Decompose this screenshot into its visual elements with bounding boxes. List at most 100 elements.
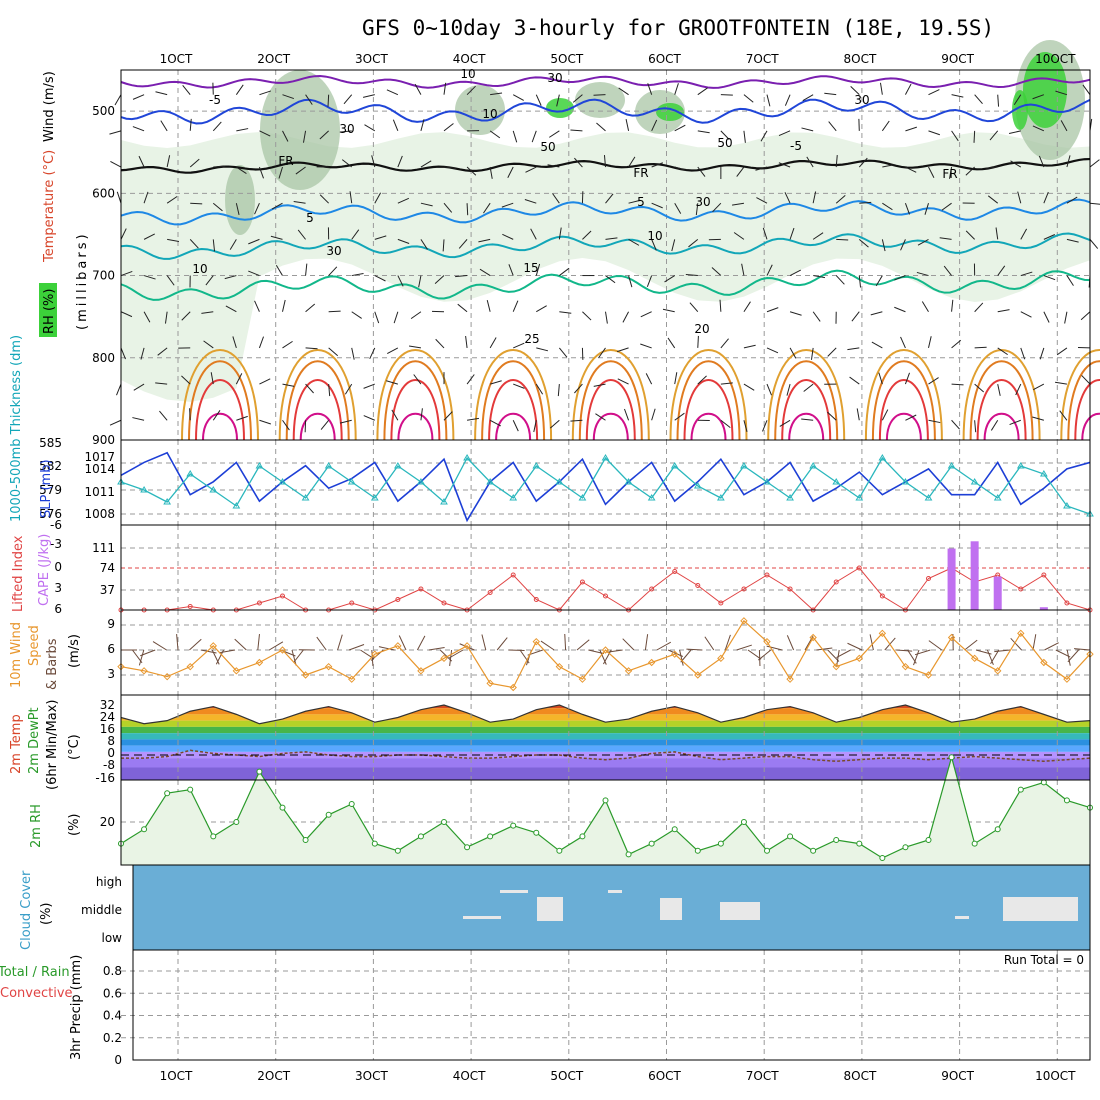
wind-barb <box>928 336 932 349</box>
wind-barb <box>719 299 722 312</box>
wind-barb <box>789 347 797 359</box>
thickness-point <box>740 462 748 469</box>
wind-barb <box>152 641 167 651</box>
wind-label-2: Speed <box>27 625 42 666</box>
cloud-labels: Cloud Cover (%) <box>19 870 54 950</box>
wind-barb <box>166 275 175 286</box>
wind-barb <box>651 239 657 251</box>
lifted-index-point <box>879 593 885 599</box>
cloud-block <box>955 916 969 919</box>
lifted-index-point <box>533 597 539 602</box>
lifted-index-point <box>856 565 862 571</box>
temperature-contour <box>767 349 846 441</box>
precip-tick: 0.8 <box>103 964 122 978</box>
wind-barb <box>1032 634 1037 651</box>
lifted-index-point <box>510 572 516 578</box>
wind-barb <box>762 227 768 240</box>
wind-barb <box>189 118 192 131</box>
wind-speed-point <box>324 662 333 671</box>
wind-barb <box>743 130 746 143</box>
temperature-contour <box>488 379 539 441</box>
wind-barb <box>816 647 833 651</box>
wind-speed-point <box>786 675 794 683</box>
cloud-level-label: high <box>96 875 122 889</box>
wind-barb <box>448 649 464 659</box>
wind-barb <box>914 649 931 656</box>
wind-speed-point <box>763 637 771 646</box>
wind-barb <box>557 384 560 397</box>
lifted-index-point <box>187 604 193 609</box>
rh-point <box>394 847 401 854</box>
wind-speed-point <box>901 662 910 671</box>
wind-barb <box>951 339 962 349</box>
wind-barb <box>743 344 756 349</box>
wind-speed-point <box>371 650 379 658</box>
thickness-point <box>1039 470 1048 477</box>
contour-label: 10 <box>192 262 207 276</box>
wind-barb <box>951 383 964 386</box>
wind-barb <box>316 636 327 651</box>
wind-barb <box>789 269 801 277</box>
wind-barb <box>363 415 375 421</box>
rh-point <box>740 819 747 825</box>
thickness-point <box>716 494 725 501</box>
wind-barb <box>572 94 583 103</box>
wind-barb <box>997 383 1001 396</box>
wind-barb <box>1066 196 1078 204</box>
wind-barb <box>374 311 380 324</box>
dewpoint-line <box>121 749 1091 763</box>
wind-label: Wind (m/s) <box>42 71 57 142</box>
temperature-tick: -16 <box>95 771 115 785</box>
wind-barb <box>1033 383 1045 391</box>
wind-speed-point <box>601 646 610 654</box>
wind-barb <box>212 239 216 252</box>
wind-barb <box>235 203 240 216</box>
wind-barb <box>760 130 768 142</box>
temperature-contour <box>195 379 245 441</box>
contour-label: 50 <box>717 136 732 150</box>
wind-barb <box>928 89 940 96</box>
lifted-index-tick: 0 <box>54 560 62 574</box>
rh-point <box>925 837 932 843</box>
pressure-axis-label: (millibars) <box>75 231 90 330</box>
temperature-contour <box>292 379 343 441</box>
wind-barb <box>913 649 920 666</box>
wind-barb <box>789 311 802 316</box>
wind-barb <box>662 308 675 313</box>
wind-barb <box>501 202 514 208</box>
wind-barb <box>1032 94 1045 100</box>
wind-barb <box>339 130 352 133</box>
wind-barb <box>558 227 562 240</box>
relative-humidity-panel: 20 <box>100 754 1093 866</box>
wind-barb <box>489 130 501 139</box>
temp-label-1: 2m Temp <box>9 714 24 774</box>
cloud-label: Cloud Cover <box>19 870 34 950</box>
lifted-index-tick: -6 <box>50 518 62 532</box>
wind-barb <box>442 239 445 252</box>
lifted-index-point <box>833 579 839 585</box>
wind-barb <box>804 635 814 651</box>
wind-barb <box>259 378 271 385</box>
wind-barb <box>109 130 122 135</box>
wind-barb <box>410 311 422 320</box>
rh-point <box>625 851 632 858</box>
rh-point <box>671 826 678 833</box>
wind-barb <box>110 160 122 168</box>
wind-barb <box>997 94 1000 107</box>
cloud-block <box>660 898 682 920</box>
thickness-point <box>532 462 541 469</box>
rh-point <box>348 801 355 807</box>
wind-barb <box>1054 381 1068 385</box>
wind-barb <box>259 419 271 425</box>
wind-barb <box>828 121 837 132</box>
wind-barb <box>160 120 168 132</box>
wind-barb <box>995 227 999 240</box>
panel-frame <box>132 949 1091 1061</box>
temperature-contour <box>683 379 734 441</box>
wind-barb <box>489 166 493 179</box>
wind-barb <box>420 160 432 168</box>
lifted-index-point <box>280 593 285 599</box>
wind-barb <box>513 342 525 349</box>
wind-barb <box>479 268 491 276</box>
